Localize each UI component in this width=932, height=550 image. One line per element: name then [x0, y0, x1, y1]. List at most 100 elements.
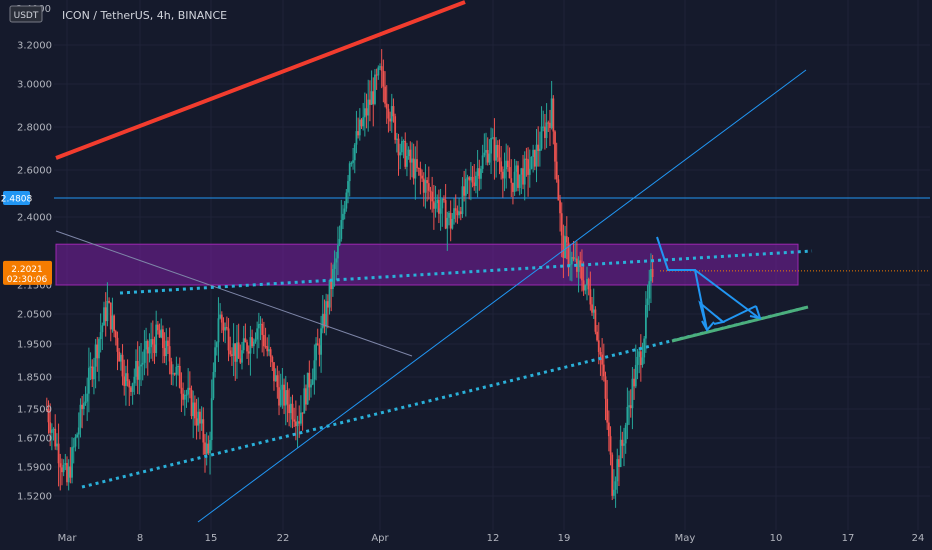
candle-body: [305, 388, 307, 405]
y-tick-label: 1.9500: [17, 340, 52, 351]
candle-body: [222, 322, 225, 331]
candle-body: [602, 364, 605, 377]
candle-body: [310, 384, 312, 388]
candle-body: [199, 411, 201, 424]
candle: [246, 339, 248, 359]
candle: [79, 398, 82, 438]
candle-body: [581, 267, 583, 281]
candle: [284, 375, 287, 426]
candle: [535, 129, 538, 183]
candle: [286, 382, 289, 423]
candle: [592, 288, 595, 319]
candle-body: [183, 394, 186, 400]
candle-body: [301, 412, 304, 414]
y-tick-label: 1.8500: [17, 373, 52, 384]
candle: [291, 394, 294, 429]
x-tick-label: Apr: [371, 533, 389, 544]
candle: [547, 120, 550, 133]
candle-body: [616, 459, 619, 482]
candle: [512, 182, 514, 205]
candle: [628, 390, 630, 425]
candle-body: [143, 349, 146, 363]
candle: [283, 378, 285, 415]
candle-body: [108, 300, 110, 303]
candle-body: [409, 149, 412, 163]
candle-body: [210, 398, 213, 441]
level-badge-text: 2.4808: [1, 195, 33, 205]
candle-body: [177, 366, 179, 368]
candle-body: [217, 318, 220, 343]
currency-badge[interactable]: USDT: [9, 5, 43, 23]
candle-body: [552, 98, 555, 132]
candle: [150, 322, 153, 359]
candle: [439, 188, 442, 231]
candle: [160, 318, 163, 339]
candle-body: [133, 376, 136, 384]
candle: [116, 331, 119, 371]
candle-body: [141, 362, 144, 365]
candle: [328, 280, 331, 315]
candle-body: [426, 180, 429, 184]
candle-body: [638, 351, 641, 357]
candle: [47, 400, 50, 434]
candle: [135, 349, 137, 386]
candle: [557, 175, 560, 201]
candle: [468, 176, 471, 200]
candle-body: [424, 180, 427, 193]
candle-body: [283, 384, 285, 406]
candle: [266, 337, 269, 357]
candle: [400, 136, 403, 156]
y-tick-label: 2.6000: [17, 166, 52, 177]
red-trendline: [55, 0, 466, 160]
candle: [491, 128, 494, 140]
candle: [402, 139, 405, 159]
target-support-line: [671, 305, 809, 343]
candle: [533, 149, 536, 171]
candle: [633, 368, 636, 400]
candle: [618, 455, 620, 487]
candle-body: [69, 466, 72, 478]
candle: [501, 166, 504, 198]
candle-body: [244, 338, 247, 343]
candle: [315, 337, 317, 381]
candle-body: [241, 350, 243, 363]
candle-body: [45, 409, 48, 410]
candle: [148, 333, 151, 363]
candle-body: [294, 421, 297, 427]
candle-body: [628, 405, 630, 407]
candle-body: [50, 429, 53, 433]
candle-body: [311, 379, 314, 385]
candle: [641, 342, 644, 368]
candle-body: [577, 260, 580, 272]
candle: [94, 338, 97, 389]
candle-body: [639, 351, 642, 365]
candle-body: [259, 323, 262, 325]
candle-body: [601, 354, 604, 365]
projection-diagonal: [694, 269, 760, 319]
candle: [227, 318, 230, 362]
candle-body: [592, 309, 595, 313]
candle: [269, 346, 272, 368]
candle: [609, 426, 612, 466]
candle-body: [533, 149, 536, 167]
y-tick-label: 2.0500: [17, 310, 52, 321]
candle: [498, 139, 501, 175]
candle: [634, 344, 637, 389]
candle: [636, 349, 639, 380]
candle-body: [67, 466, 70, 483]
candle: [421, 169, 423, 182]
candle-body: [547, 122, 550, 124]
candle-body: [76, 434, 78, 438]
candle: [82, 394, 85, 416]
candle-body: [86, 393, 89, 402]
candle: [522, 154, 524, 190]
candle-body: [586, 279, 588, 285]
candle-body: [498, 157, 501, 162]
candle-body: [47, 409, 50, 423]
candle: [493, 118, 496, 180]
candle-body: [165, 340, 168, 357]
x-tick-label: 19: [558, 533, 571, 544]
candle-body: [476, 168, 479, 176]
candle-body: [513, 171, 516, 192]
